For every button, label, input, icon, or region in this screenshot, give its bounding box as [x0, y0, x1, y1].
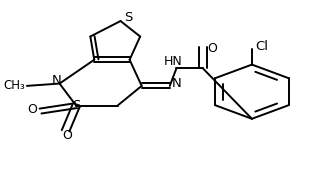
Text: S: S — [72, 99, 80, 112]
Text: CH₃: CH₃ — [4, 79, 25, 92]
Text: O: O — [27, 103, 37, 116]
Text: O: O — [207, 42, 217, 55]
Text: N: N — [172, 77, 181, 90]
Text: O: O — [62, 129, 72, 142]
Text: Cl: Cl — [255, 40, 268, 53]
Text: S: S — [124, 11, 132, 24]
Text: N: N — [52, 74, 61, 87]
Text: HN: HN — [164, 55, 183, 68]
